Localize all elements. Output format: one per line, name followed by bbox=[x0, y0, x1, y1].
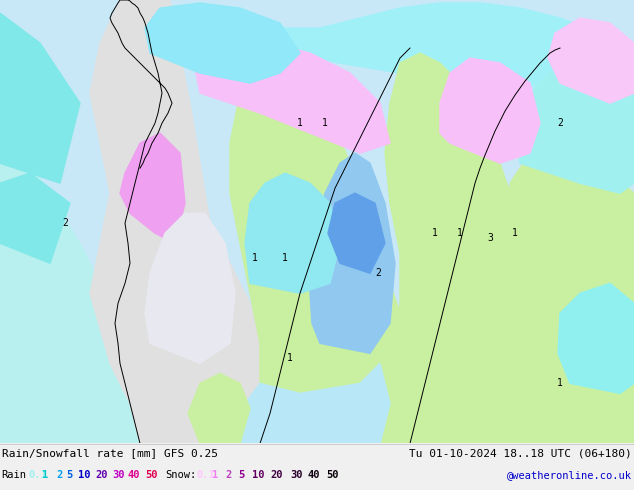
Text: 10: 10 bbox=[78, 470, 91, 480]
Text: 30: 30 bbox=[290, 470, 302, 480]
Polygon shape bbox=[245, 173, 340, 294]
Text: Rain/Snowfall rate [mm] GFS 0.25: Rain/Snowfall rate [mm] GFS 0.25 bbox=[2, 448, 218, 459]
Text: 0.1: 0.1 bbox=[28, 470, 47, 480]
Polygon shape bbox=[120, 133, 185, 243]
Text: 40: 40 bbox=[308, 470, 321, 480]
Polygon shape bbox=[328, 193, 385, 273]
Text: 1: 1 bbox=[212, 470, 218, 480]
Text: 3: 3 bbox=[487, 233, 493, 243]
Polygon shape bbox=[0, 173, 70, 263]
Text: 2: 2 bbox=[56, 470, 62, 480]
Text: 0.1: 0.1 bbox=[196, 470, 215, 480]
Text: 2: 2 bbox=[225, 470, 231, 480]
Text: 5: 5 bbox=[238, 470, 244, 480]
Text: 1: 1 bbox=[252, 253, 258, 263]
Text: @weatheronline.co.uk: @weatheronline.co.uk bbox=[507, 470, 632, 480]
Polygon shape bbox=[188, 373, 250, 443]
Text: 2: 2 bbox=[375, 269, 381, 278]
Text: 5: 5 bbox=[66, 470, 72, 480]
Polygon shape bbox=[0, 13, 80, 183]
Polygon shape bbox=[548, 18, 634, 103]
Polygon shape bbox=[310, 153, 395, 353]
Polygon shape bbox=[195, 33, 390, 153]
Text: 20: 20 bbox=[270, 470, 283, 480]
Text: 1: 1 bbox=[432, 228, 438, 238]
Polygon shape bbox=[145, 213, 235, 364]
Text: 1: 1 bbox=[287, 353, 293, 364]
Polygon shape bbox=[380, 53, 550, 443]
Text: 1: 1 bbox=[557, 378, 563, 389]
Polygon shape bbox=[230, 43, 410, 443]
Text: 2: 2 bbox=[62, 218, 68, 228]
Polygon shape bbox=[558, 283, 634, 393]
Text: 50: 50 bbox=[326, 470, 339, 480]
Text: 1: 1 bbox=[322, 118, 328, 128]
Text: Snow:: Snow: bbox=[165, 470, 197, 480]
Polygon shape bbox=[200, 3, 610, 88]
Text: Rain: Rain bbox=[1, 470, 26, 480]
Text: Tu 01-10-2024 18..18 UTC (06+180): Tu 01-10-2024 18..18 UTC (06+180) bbox=[410, 448, 632, 459]
Text: 30: 30 bbox=[112, 470, 124, 480]
Text: 50: 50 bbox=[145, 470, 157, 480]
Polygon shape bbox=[440, 58, 540, 163]
Text: 20: 20 bbox=[95, 470, 108, 480]
Text: 1: 1 bbox=[297, 118, 303, 128]
Text: 40: 40 bbox=[128, 470, 141, 480]
Polygon shape bbox=[515, 63, 634, 193]
Text: 1: 1 bbox=[512, 228, 518, 238]
Polygon shape bbox=[90, 0, 270, 443]
Polygon shape bbox=[240, 364, 390, 443]
Text: 1: 1 bbox=[42, 470, 48, 480]
Text: 10: 10 bbox=[252, 470, 264, 480]
Text: 2: 2 bbox=[557, 118, 563, 128]
Polygon shape bbox=[500, 143, 634, 443]
Polygon shape bbox=[0, 123, 180, 443]
Text: 1: 1 bbox=[457, 228, 463, 238]
Text: 1: 1 bbox=[282, 253, 288, 263]
Polygon shape bbox=[145, 3, 300, 83]
